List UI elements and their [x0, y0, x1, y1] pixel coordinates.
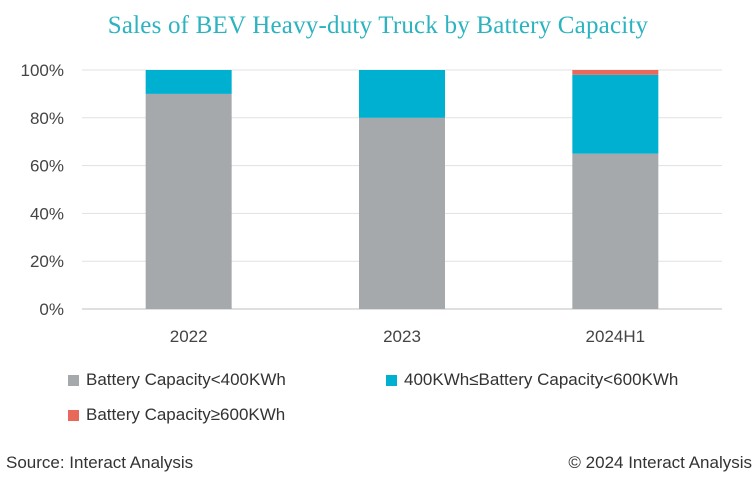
y-tick-label: 100%	[21, 61, 64, 80]
bar-stacks	[145, 70, 659, 310]
y-tick-label: 20%	[30, 252, 64, 271]
y-tick-label: 0%	[39, 300, 64, 319]
legend-swatch-under-400	[68, 374, 79, 386]
x-tick-label-2022: 2022	[170, 327, 208, 346]
legend-swatch-600-plus	[68, 409, 79, 421]
x-tick-label-2023: 2023	[383, 327, 421, 346]
bar-2023-series-0[interactable]	[359, 117, 445, 309]
x-tick-label-2024H1: 2024H1	[586, 327, 646, 346]
legend-item-600-plus[interactable]: Battery Capacity≥600KWh	[68, 405, 285, 425]
x-axis-tick-labels: 2022 2023 2024H1	[170, 327, 645, 346]
legend-label-under-400: Battery Capacity<400KWh	[86, 370, 286, 389]
copyright-note: © 2024 Interact Analysis	[568, 453, 752, 472]
chart-title: Sales of BEV Heavy-duty Truck by Battery…	[107, 12, 649, 39]
y-tick-label: 80%	[30, 109, 64, 128]
bar-2024H1-series-2[interactable]	[572, 70, 659, 75]
legend-item-under-400[interactable]: Battery Capacity<400KWh	[68, 370, 286, 390]
legend-label-400-to-600: 400KWh≤Battery Capacity<600KWh	[404, 370, 679, 389]
bar-2022-series-1[interactable]	[145, 70, 232, 94]
legend-item-400-to-600[interactable]: 400KWh≤Battery Capacity<600KWh	[386, 370, 678, 390]
bar-2022-series-0[interactable]	[145, 93, 232, 310]
bar-2024H1-series-0[interactable]	[572, 153, 659, 309]
y-tick-label: 40%	[30, 204, 64, 223]
bar-2023-series-1[interactable]	[359, 70, 445, 118]
legend-label-600-plus: Battery Capacity≥600KWh	[86, 405, 286, 424]
bar-2024H1-series-1[interactable]	[572, 74, 659, 154]
source-note: Source: Interact Analysis	[6, 453, 194, 472]
legend-swatch-400-to-600	[386, 374, 397, 386]
y-tick-label: 60%	[30, 157, 64, 176]
y-axis-tick-labels: 0% 20% 40% 60% 80% 100%	[21, 61, 64, 319]
